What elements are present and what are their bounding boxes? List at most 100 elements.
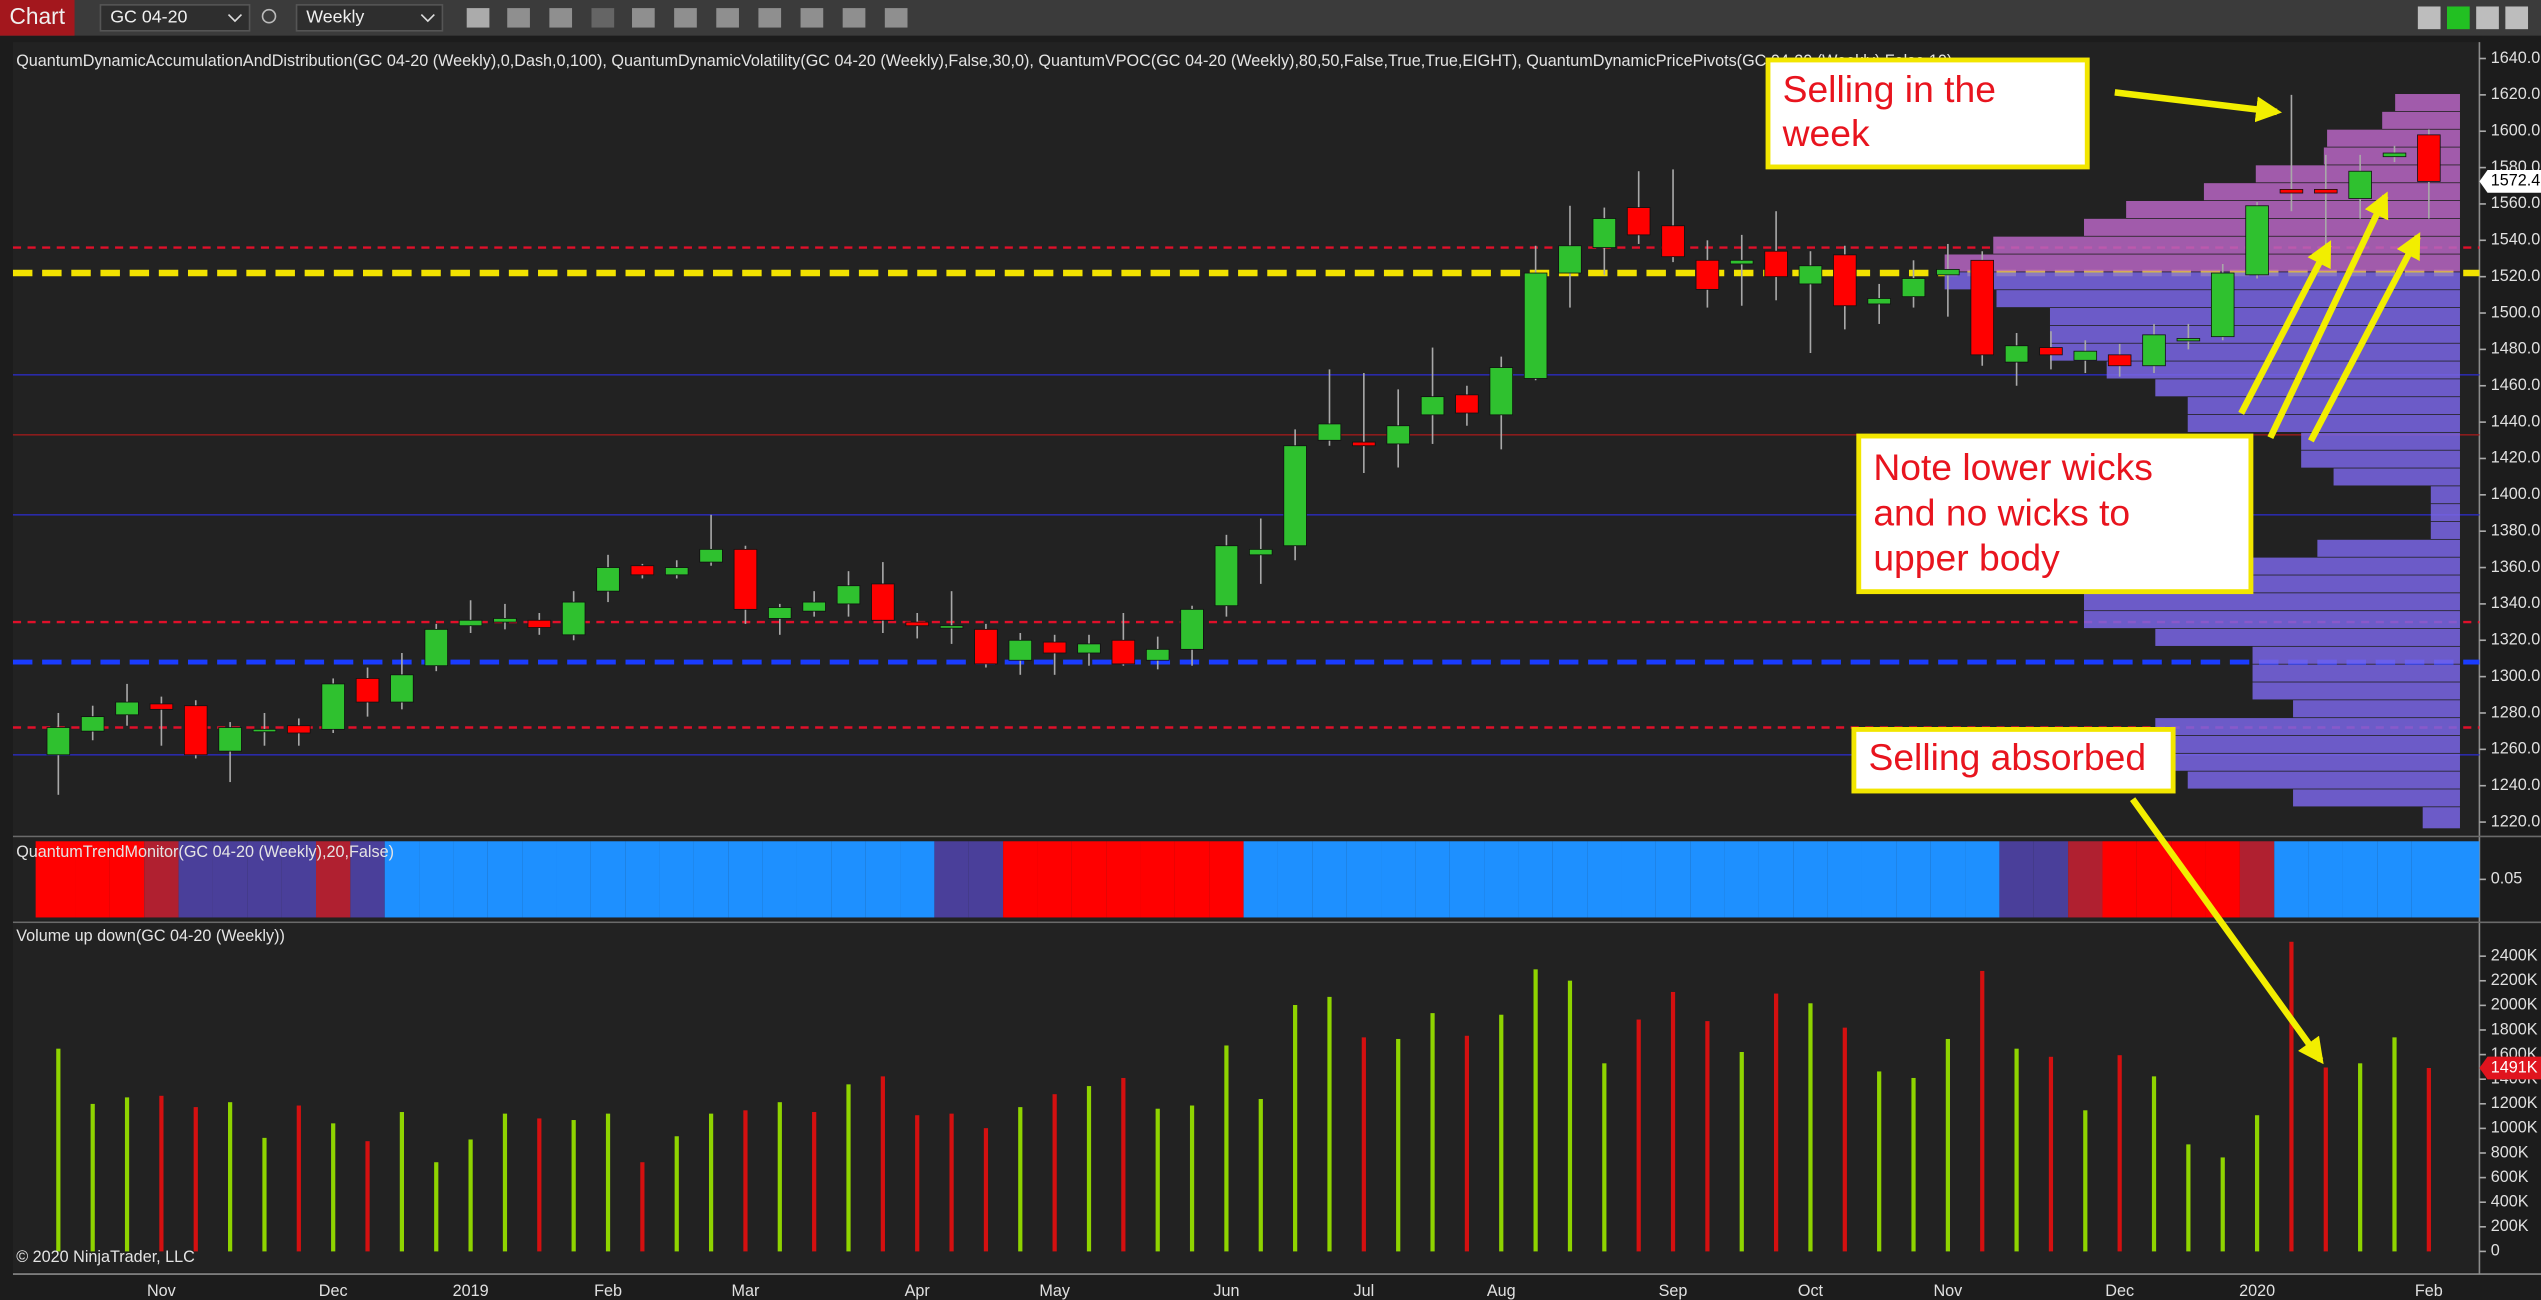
volume-bar [1121, 1077, 1126, 1252]
tool-zoom-out[interactable] [591, 8, 615, 28]
instrument-select[interactable] [99, 4, 251, 32]
dropdown-arrow [420, 14, 435, 23]
candle-body [974, 628, 998, 665]
volume-bar [1430, 1013, 1435, 1252]
candle-body [1936, 268, 1960, 276]
candle-body [2073, 350, 2098, 361]
volume-bar [2323, 1067, 2328, 1252]
window-button[interactable] [2476, 6, 2499, 30]
tool-strategies[interactable] [800, 8, 824, 28]
candle-body [1867, 298, 1891, 305]
tool-templates[interactable] [758, 8, 782, 28]
y-tick-label: 1280.0 [2491, 703, 2541, 721]
volume-bar [1258, 1098, 1263, 1252]
profile-row [2084, 593, 2460, 611]
candle-body [1661, 225, 1685, 258]
chart-button-label[interactable]: Chart [10, 3, 66, 29]
trend-segment [522, 841, 557, 918]
trend-segment [1346, 841, 1382, 918]
candle-body [1523, 272, 1548, 379]
candle-body [1214, 545, 1239, 607]
window-button[interactable] [2417, 6, 2441, 30]
profile-row [1944, 272, 2460, 290]
dropdown-arrow [227, 14, 243, 23]
interval-label[interactable]: Weekly [306, 7, 364, 27]
candle-body [2348, 170, 2372, 199]
trend-segment [1037, 841, 1072, 918]
trend-segment [178, 841, 213, 918]
candle-body [390, 674, 414, 703]
volume-bar [1052, 1094, 1057, 1252]
trend-segment [1965, 841, 2000, 918]
y-tick-label: 2000K [2491, 996, 2538, 1014]
candle-body [2004, 345, 2029, 363]
trend-segment [2136, 841, 2172, 918]
annotation-box [1856, 433, 2254, 595]
profile-row [2084, 611, 2460, 629]
profile-outside [1944, 272, 2460, 829]
tool-properties[interactable] [716, 8, 739, 28]
candle-body [630, 565, 655, 576]
profile-row [2187, 414, 2460, 432]
trend-segment [1312, 841, 1347, 918]
candle-body [355, 678, 380, 703]
tool-indicators[interactable] [842, 8, 866, 28]
x-tick-label: May [1039, 1282, 1070, 1300]
search-icon [261, 8, 277, 24]
y-tick-label: 1540.0 [2491, 231, 2541, 249]
volume-bar [2083, 1110, 2088, 1252]
y-tick-label: 1560.0 [2491, 194, 2541, 212]
profile-row [2155, 379, 2460, 397]
indicator-title: QuantumDynamicAccumulationAndDistributio… [16, 52, 1952, 70]
volume-bar [2426, 1067, 2431, 1252]
profile-row [2252, 664, 2460, 682]
candle-body [802, 601, 826, 612]
trend-segment [728, 841, 763, 918]
tool-draw[interactable] [507, 8, 530, 28]
candle-body [2245, 205, 2269, 276]
interval-select[interactable] [295, 4, 444, 32]
tool-pointer[interactable] [632, 8, 655, 28]
candle-body [46, 727, 71, 756]
candle-body [1386, 425, 1410, 445]
instrument-label[interactable]: GC 04-20 [110, 7, 187, 27]
window-button[interactable] [2447, 6, 2470, 30]
profile-row [2106, 361, 2460, 379]
tool-bars[interactable] [466, 8, 490, 28]
candle-body [1077, 643, 1101, 654]
trend-segment [556, 841, 591, 918]
trend-segment [75, 841, 110, 918]
tool-data[interactable] [674, 8, 697, 28]
y-tick-label: 800K [2491, 1143, 2529, 1161]
trend-segment [350, 841, 385, 918]
arrow [2238, 240, 2332, 415]
volume-bar [571, 1120, 576, 1252]
annotation-text: and no wicks to [1873, 491, 2130, 533]
volume-bar [777, 1102, 782, 1252]
volume-bar [1636, 1019, 1641, 1252]
window-button[interactable] [2505, 6, 2529, 30]
trend-segment [1449, 841, 1485, 918]
tool-list[interactable] [884, 8, 908, 28]
tool-icons[interactable] [466, 8, 908, 28]
tool-zoom-in[interactable] [549, 8, 573, 28]
profile-row [2382, 111, 2460, 129]
trend-segment [1415, 841, 1450, 918]
y-tick-label: 0 [2491, 1242, 2500, 1260]
y-tick-label: 1800K [2491, 1020, 2538, 1038]
y-tick-label: 1460.0 [2491, 376, 2541, 394]
candle-body [699, 548, 723, 563]
volume-bar [743, 1110, 748, 1252]
trend-segment [590, 841, 626, 918]
volume-panel [12, 923, 2480, 1273]
candle-body [252, 728, 277, 733]
x-tick-label: Dec [2105, 1282, 2134, 1300]
chart-button[interactable] [0, 0, 75, 36]
y-tick-label: 200K [2491, 1217, 2529, 1235]
volume-bar [1567, 980, 1573, 1252]
y-tick-label: 600K [2491, 1168, 2529, 1186]
trend-segment [35, 841, 76, 918]
volume-bar [640, 1162, 645, 1252]
trend-segment [2342, 841, 2378, 918]
volume-bar [228, 1102, 233, 1252]
